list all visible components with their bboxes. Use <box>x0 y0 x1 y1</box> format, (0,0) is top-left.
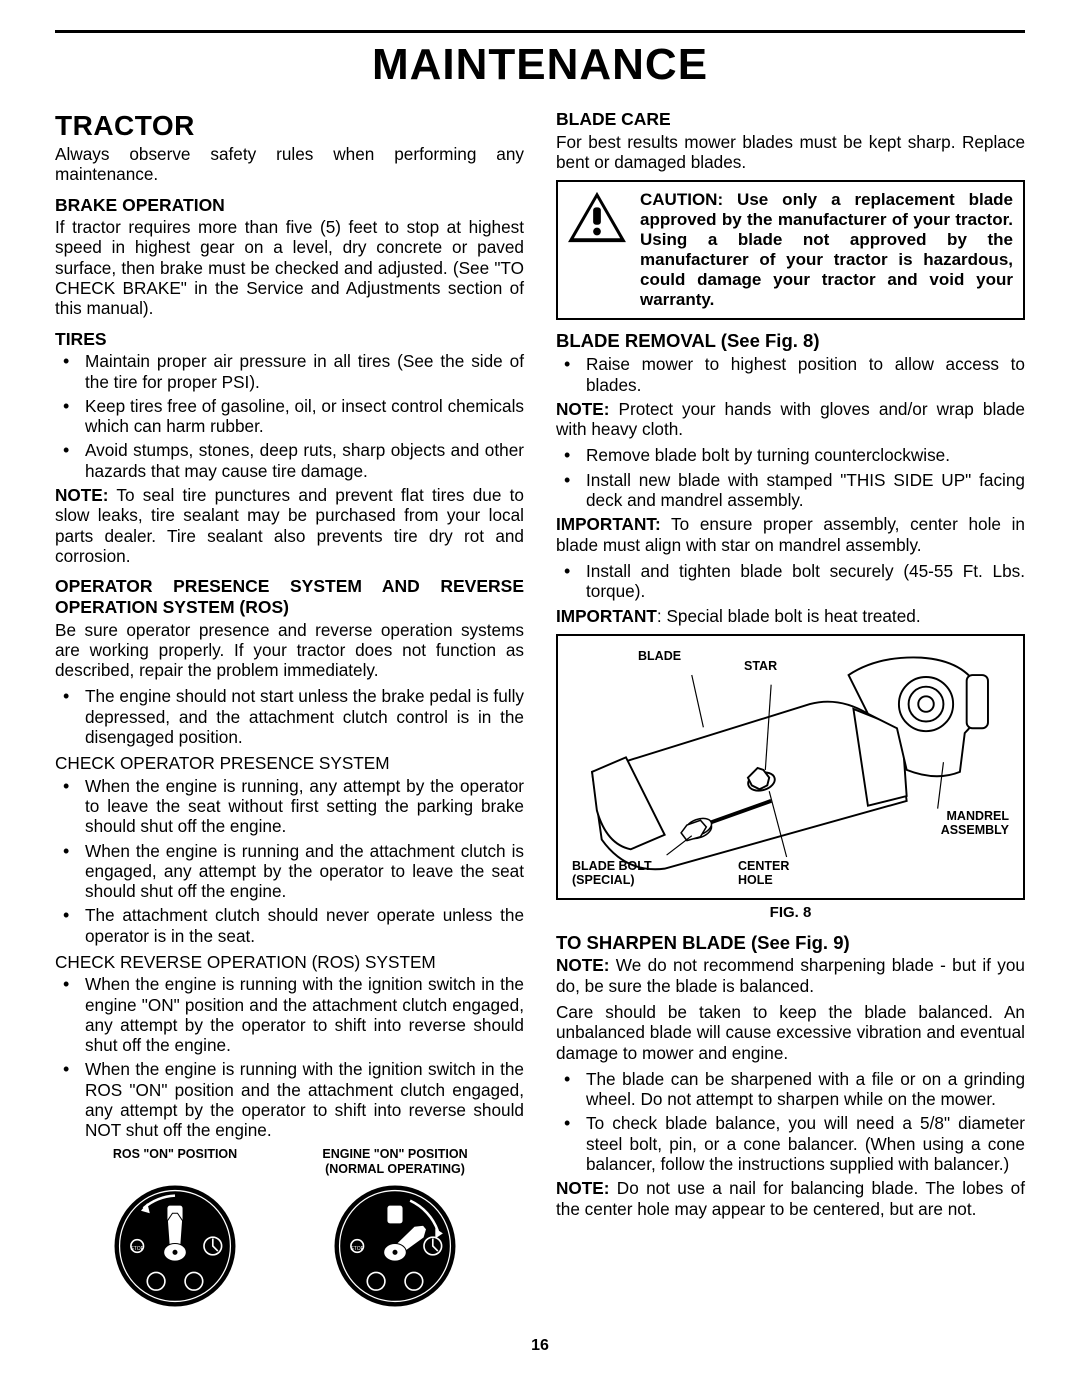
two-column-layout: TRACTOR Always observe safety rules when… <box>55 109 1025 1313</box>
list-item: When the engine is running, any attempt … <box>55 776 524 837</box>
tires-list: Maintain proper air pressure in all tire… <box>55 351 524 481</box>
check-ops-heading: CHECK OPERATOR PRESENCE SYSTEM <box>55 753 524 773</box>
note-text: We do not recommend sharpening blade - b… <box>556 955 1025 995</box>
important-label: IMPORTANT: <box>556 514 661 534</box>
list-item: Avoid stumps, stones, deep ruts, sharp o… <box>55 440 524 481</box>
blade-care-heading: BLADE CARE <box>556 109 1025 130</box>
ros-switch-block: ROS "ON" POSITION STOP <box>85 1147 265 1313</box>
list-item: To check blade balance, you will need a … <box>556 1113 1025 1174</box>
removal-important-1: IMPORTANT: To ensure proper assembly, ce… <box>556 514 1025 555</box>
note-text: Protect your hands with gloves and/or wr… <box>556 399 1025 439</box>
list-item: Raise mower to highest position to allow… <box>556 354 1025 395</box>
figure-8-caption: FIG. 8 <box>556 904 1025 922</box>
engine-label-line-1: ENGINE "ON" POSITION <box>322 1147 467 1161</box>
note-text: To seal tire punctures and prevent flat … <box>55 485 524 566</box>
caution-text: CAUTION: Use only a replacement blade ap… <box>640 190 1013 310</box>
list-item: The blade can be sharpened with a file o… <box>556 1069 1025 1110</box>
ops-list-1: The engine should not start unless the b… <box>55 686 524 747</box>
list-item: When the engine is running with the igni… <box>55 1059 524 1140</box>
page-number: 16 <box>55 1337 1025 1356</box>
list-item: Install new blade with stamped "THIS SID… <box>556 470 1025 511</box>
sharpen-list: The blade can be sharpened with a file o… <box>556 1069 1025 1174</box>
fig8-label-mandrel: MANDREL ASSEMBLY <box>941 810 1009 838</box>
ros-dial-icon: STOP <box>112 1183 238 1309</box>
top-rule <box>55 30 1025 33</box>
page-title: MAINTENANCE <box>55 39 1025 91</box>
fig8-label-bolt: BLADE BOLT (SPECIAL) <box>572 860 652 888</box>
ros-switch-label: ROS "ON" POSITION <box>85 1147 265 1177</box>
list-item: When the engine is running with the igni… <box>55 974 524 1055</box>
list-item: Remove blade bolt by turning countercloc… <box>556 445 1025 465</box>
ops-heading: OPERATOR PRESENCE SYSTEM AND REVERSE OPE… <box>55 576 524 617</box>
sharpen-note-1: NOTE: We do not recommend sharpening bla… <box>556 955 1025 996</box>
check-ros-list: When the engine is running with the igni… <box>55 974 524 1140</box>
list-item: Maintain proper air pressure in all tire… <box>55 351 524 392</box>
list-item: When the engine is running and the attac… <box>55 841 524 902</box>
list-item: The engine should not start unless the b… <box>55 686 524 747</box>
list-item: Install and tighten blade bolt securely … <box>556 561 1025 602</box>
ops-text: Be sure operator presence and reverse op… <box>55 620 524 681</box>
removal-note-1: NOTE: Protect your hands with gloves and… <box>556 399 1025 440</box>
fig8-label-blade: BLADE <box>638 650 681 664</box>
right-column: BLADE CARE For best results mower blades… <box>556 109 1025 1313</box>
caution-box: CAUTION: Use only a replacement blade ap… <box>556 180 1025 320</box>
engine-switch-label: ENGINE "ON" POSITION (NORMAL OPERATING) <box>305 1147 485 1177</box>
figure-8-box: BLADE STAR MANDREL ASSEMBLY BLADE BOLT (… <box>556 634 1025 900</box>
fig8-label-star: STAR <box>744 660 777 674</box>
label-line: BLADE BOLT <box>572 859 652 873</box>
note-label: NOTE: <box>556 399 609 419</box>
removal-list-2: Remove blade bolt by turning countercloc… <box>556 445 1025 510</box>
svg-text:STOP: STOP <box>130 1245 144 1251</box>
left-column: TRACTOR Always observe safety rules when… <box>55 109 524 1313</box>
check-ros-heading: CHECK REVERSE OPERATION (ROS) SYSTEM <box>55 952 524 972</box>
check-ops-list: When the engine is running, any attempt … <box>55 776 524 946</box>
removal-important-2: IMPORTANT: Special blade bolt is heat tr… <box>556 606 1025 626</box>
brake-text: If tractor requires more than five (5) f… <box>55 217 524 318</box>
important-label: IMPORTANT <box>556 606 657 626</box>
engine-dial-icon: STOP <box>332 1183 458 1309</box>
tires-note: NOTE: To seal tire punctures and prevent… <box>55 485 524 566</box>
svg-text:STOP: STOP <box>350 1245 364 1251</box>
label-line: MANDREL <box>947 809 1010 823</box>
tractor-intro: Always observe safety rules when perform… <box>55 144 524 185</box>
blade-removal-heading: BLADE REMOVAL (See Fig. 8) <box>556 330 1025 352</box>
engine-label-line-2: (NORMAL OPERATING) <box>325 1162 465 1176</box>
label-line: HOLE <box>738 873 773 887</box>
list-item: Keep tires free of gasoline, oil, or ins… <box>55 396 524 437</box>
engine-switch-block: ENGINE "ON" POSITION (NORMAL OPERATING) … <box>305 1147 485 1313</box>
sharpen-text: Care should be taken to keep the blade b… <box>556 1002 1025 1063</box>
brake-heading: BRAKE OPERATION <box>55 195 524 216</box>
label-line: (SPECIAL) <box>572 873 635 887</box>
important-text: : Special blade bolt is heat treated. <box>657 606 921 626</box>
tires-heading: TIRES <box>55 329 524 350</box>
note-label: NOTE: <box>55 485 108 505</box>
removal-list-1: Raise mower to highest position to allow… <box>556 354 1025 395</box>
note-label: NOTE: <box>556 955 609 975</box>
warning-triangle-icon <box>566 190 628 246</box>
removal-list-3: Install and tighten blade bolt securely … <box>556 561 1025 602</box>
blade-diagram-icon <box>568 646 1013 888</box>
note-text: Do not use a nail for balancing blade. T… <box>556 1178 1025 1218</box>
switch-diagram-row: ROS "ON" POSITION STOP <box>55 1147 524 1313</box>
sharpen-note-2: NOTE: Do not use a nail for balancing bl… <box>556 1178 1025 1219</box>
blade-care-text: For best results mower blades must be ke… <box>556 132 1025 173</box>
label-line: CENTER <box>738 859 789 873</box>
list-item: The attachment clutch should never opera… <box>55 905 524 946</box>
fig8-label-center: CENTER HOLE <box>738 860 789 888</box>
tractor-heading: TRACTOR <box>55 109 524 142</box>
sharpen-heading: TO SHARPEN BLADE (See Fig. 9) <box>556 932 1025 954</box>
note-label: NOTE: <box>556 1178 609 1198</box>
label-line: ASSEMBLY <box>941 823 1009 837</box>
